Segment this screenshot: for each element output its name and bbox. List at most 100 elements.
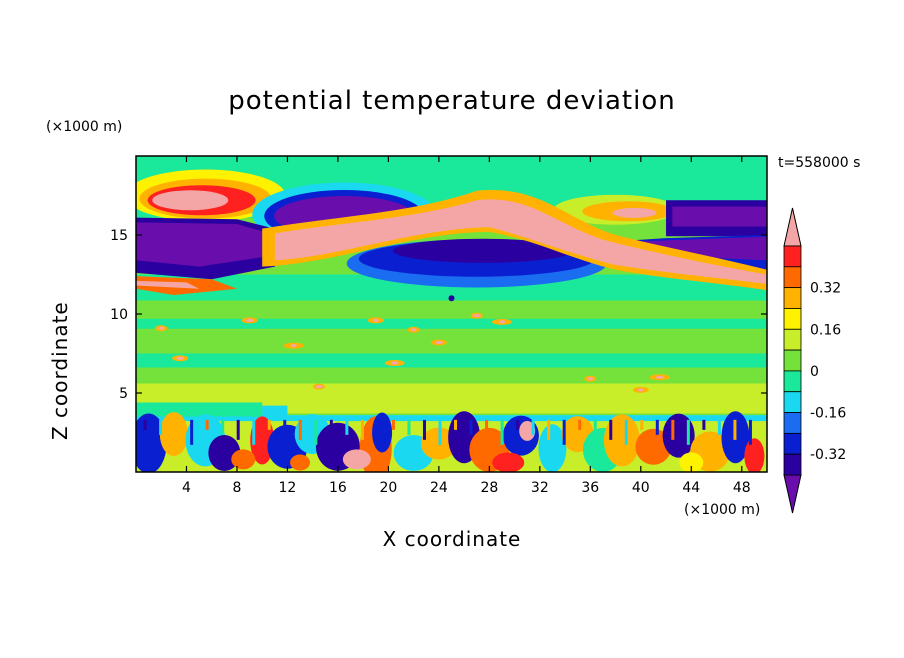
colorbar-swatch <box>783 370 802 393</box>
field-streak <box>624 419 628 445</box>
field-spot <box>390 361 399 365</box>
x-tick-label: 44 <box>682 480 700 496</box>
field-streak <box>609 419 613 440</box>
x-tick-label: 28 <box>480 480 498 496</box>
field-spot <box>434 340 443 345</box>
field-band <box>136 402 263 417</box>
field-streak <box>407 419 411 435</box>
field-boundary-blob <box>538 424 567 472</box>
field-boundary-blob <box>603 414 640 467</box>
field-streak <box>174 419 178 440</box>
field-streak <box>267 419 271 430</box>
field-streak <box>329 419 333 430</box>
field-streak <box>547 419 551 440</box>
time-label: t=558000 s <box>778 155 861 171</box>
field-spot <box>290 344 297 348</box>
field-boundary-blob <box>635 428 672 465</box>
field-streak <box>748 419 752 445</box>
x-tick-label: 4 <box>182 480 191 496</box>
field-contour <box>672 206 767 227</box>
colorbar-swatch <box>783 266 802 289</box>
x-tick-label: 16 <box>329 480 347 496</box>
x-tick-label: 24 <box>430 480 448 496</box>
field-spot <box>498 320 505 324</box>
field-streak <box>593 419 597 435</box>
field-streak <box>578 419 582 430</box>
field-spot <box>176 356 185 360</box>
field-streak <box>283 419 287 435</box>
field-streak <box>345 419 349 435</box>
field-boundary-blob <box>290 454 311 471</box>
field-contour <box>393 238 574 263</box>
field-streak <box>469 419 473 435</box>
colorbar-swatch <box>783 245 802 268</box>
colorbar-swatch <box>783 453 802 476</box>
x-tick-label: 36 <box>581 480 599 496</box>
colorbar-top-arrow <box>783 207 802 247</box>
y-axis-unit: (×1000 m) <box>46 119 123 135</box>
field-streak <box>717 419 721 435</box>
colorbar-tick-label: 0 <box>810 364 819 380</box>
field-streak <box>221 419 225 435</box>
field-layer <box>136 156 767 472</box>
colorbar-swatch <box>783 308 802 330</box>
field-contour <box>152 190 229 211</box>
field-streak <box>422 419 426 440</box>
field-streak <box>159 419 163 435</box>
field-streak <box>655 419 659 435</box>
field-spot <box>314 385 323 389</box>
x-tick-label: 32 <box>531 480 549 496</box>
colorbar-tick-label: -0.32 <box>810 447 846 463</box>
field-band <box>136 318 767 329</box>
field-spot <box>410 328 417 332</box>
field-streak <box>702 419 706 430</box>
field-spot <box>587 377 594 381</box>
field-streak <box>640 419 644 430</box>
field-boundary-blob <box>679 452 704 472</box>
x-tick-label: 40 <box>632 480 650 496</box>
colorbar-tick-label: -0.16 <box>810 406 846 422</box>
colorbar-swatch <box>783 432 802 455</box>
field-streak <box>391 419 395 430</box>
field-boundary-blob <box>662 413 695 458</box>
x-axis-unit: (×1000 m) <box>684 502 761 518</box>
field-streak <box>252 419 256 445</box>
x-axis-label-text: X coordinate <box>382 527 522 551</box>
y-tick-label: 5 <box>119 386 128 402</box>
x-tick-label: 8 <box>232 480 241 496</box>
colorbar-bottom-arrow <box>783 474 802 514</box>
colorbar-swatch <box>783 391 802 413</box>
field-streak <box>314 419 318 445</box>
field-streak <box>686 419 690 445</box>
field-contour <box>136 222 275 267</box>
chart-title: potential temperature deviation <box>228 86 676 116</box>
field-spot <box>637 388 644 392</box>
field-boundary-blob <box>492 452 525 472</box>
field-streak <box>205 419 209 430</box>
colorbar-swatch <box>783 287 802 309</box>
field-boundary-blob <box>159 412 188 457</box>
field-streak <box>376 419 380 445</box>
field-contour <box>640 236 767 261</box>
field-band <box>136 353 767 368</box>
field-boundary-top <box>136 415 767 422</box>
field-boundary-blob <box>372 412 393 453</box>
field-spot <box>655 375 664 379</box>
x-tick-label: 20 <box>379 480 397 496</box>
y-axis-label: Z coordinate <box>48 301 72 440</box>
field-streak <box>733 419 737 440</box>
field-streak <box>236 419 240 440</box>
field-streak <box>562 419 566 445</box>
colorbar-swatch <box>783 412 802 434</box>
x-axis-label: X coordinate <box>0 527 904 551</box>
field-spot <box>448 295 455 302</box>
field-streak <box>485 419 489 440</box>
field-contour <box>612 207 657 218</box>
y-tick-label: 10 <box>110 307 128 323</box>
field-contour <box>274 199 767 284</box>
colorbar-tick-label: 0.32 <box>810 281 841 297</box>
field-streak <box>190 419 194 445</box>
field-contour <box>136 280 200 289</box>
field-boundary-blob <box>231 449 256 470</box>
